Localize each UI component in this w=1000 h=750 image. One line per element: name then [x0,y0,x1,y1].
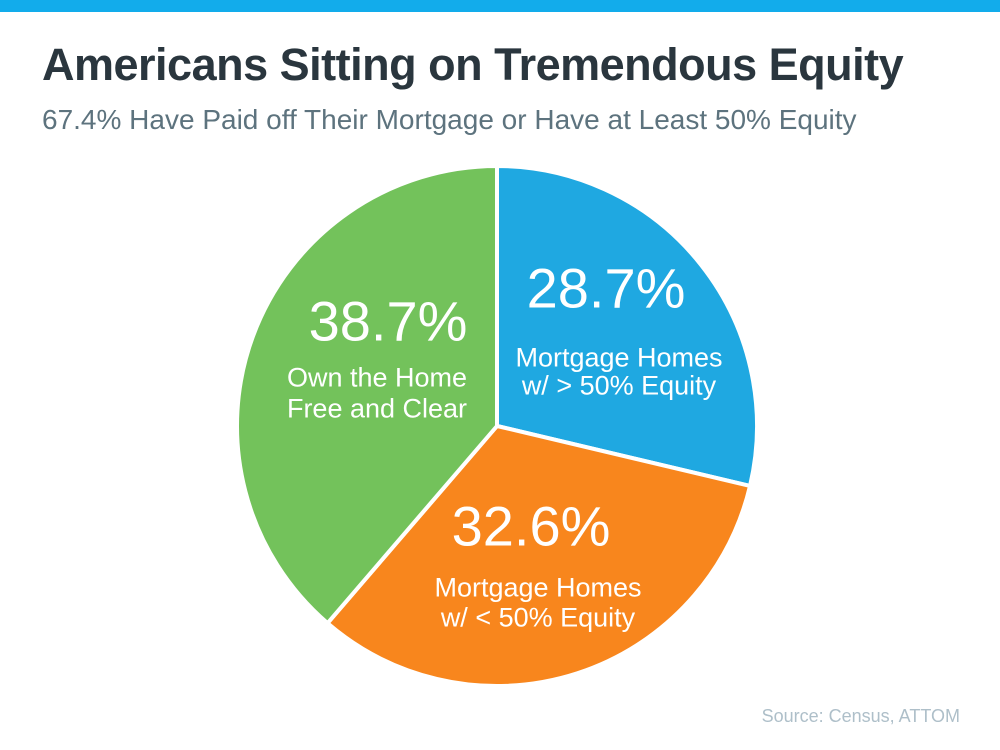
slice-label-line: Free and Clear [287,393,467,423]
chart-header: Americans Sitting on Tremendous Equity 6… [42,40,962,136]
slice-value-label: 32.6% [452,495,611,558]
slice-value-label: 28.7% [527,257,686,320]
slice-label-line: Mortgage Homes [434,572,641,602]
slice-label-line: Mortgage Homes [515,342,722,372]
pie-slice-lt50-equity [325,424,753,688]
top-accent-bar [0,0,1000,12]
slice-label-line: w/ < 50% Equity [440,602,636,632]
slice-value-label: 38.7% [309,290,468,353]
pie-slice-gt50-equity [495,164,759,488]
chart-title: Americans Sitting on Tremendous Equity [42,39,904,90]
source-attribution: Source: Census, ATTOM [761,706,960,726]
chart-subtitle: 67.4% Have Paid off Their Mortgage or Ha… [42,103,857,135]
slice-label-line: Own the Home [287,362,467,392]
pie-slice-free-and-clear [235,164,499,626]
slice-label-line: w/ > 50% Equity [521,370,717,400]
